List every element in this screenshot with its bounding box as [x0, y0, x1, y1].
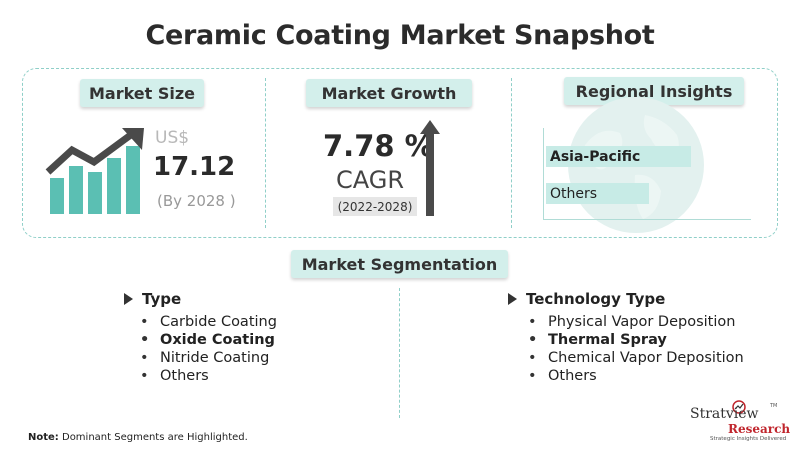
currency-label: US$	[155, 128, 190, 148]
logo-emblem-icon	[732, 400, 746, 414]
list-item-highlighted: Thermal Spray	[528, 331, 744, 349]
triangle-bullet-icon	[124, 293, 133, 305]
region-axis-line	[543, 128, 544, 220]
list-item-highlighted: Oxide Coating	[140, 331, 277, 349]
growth-bar-chart-icon	[45, 128, 144, 214]
list-item: Chemical Vapor Deposition	[528, 349, 744, 367]
market-size-year: (By 2028 )	[157, 192, 236, 210]
region-bar-asia-pacific: Asia-Pacific	[546, 146, 691, 167]
note-label: Note:	[28, 432, 59, 443]
segmentation-divider	[399, 288, 400, 418]
technology-type-list: Physical Vapor Deposition Thermal Spray …	[528, 313, 744, 385]
market-size-pill: Market Size	[80, 79, 204, 107]
list-item: Carbide Coating	[140, 313, 277, 331]
up-arrow-icon	[420, 120, 440, 216]
market-size-value: 17.12	[153, 152, 236, 182]
footnote: Note: Dominant Segments are Highlighted.	[28, 432, 248, 443]
logo-subtitle: Research	[728, 422, 791, 436]
growth-period: (2022-2028)	[333, 197, 417, 216]
panel-divider-1	[265, 78, 266, 228]
type-heading: Type	[124, 290, 181, 308]
region-bar-others: Others	[546, 183, 649, 204]
market-growth-pill: Market Growth	[306, 79, 472, 107]
market-segmentation-pill: Market Segmentation	[291, 250, 508, 278]
list-item: Others	[140, 367, 277, 385]
type-list: Carbide Coating Oxide Coating Nitride Co…	[140, 313, 277, 385]
growth-rate-value: 7.78 %	[323, 129, 434, 163]
list-item: Nitride Coating	[140, 349, 277, 367]
technology-type-heading: Technology Type	[508, 290, 665, 308]
panel-divider-2	[511, 78, 512, 228]
logo-tagline: Strategic Insights Delivered	[710, 436, 787, 442]
type-heading-label: Type	[142, 290, 182, 308]
logo-tm: TM	[770, 403, 778, 409]
list-item: Others	[528, 367, 744, 385]
note-text: Dominant Segments are Highlighted.	[58, 432, 248, 443]
page-title: Ceramic Coating Market Snapshot	[145, 20, 655, 51]
logo-name: Stratview	[690, 406, 759, 422]
triangle-bullet-icon	[508, 293, 517, 305]
technology-type-heading-label: Technology Type	[526, 290, 666, 308]
stratview-logo: Stratview TM Research Strategic Insights…	[690, 400, 790, 445]
region-baseline	[543, 219, 751, 220]
top-summary-panel	[22, 68, 778, 238]
list-item: Physical Vapor Deposition	[528, 313, 744, 331]
cagr-label: CAGR	[336, 166, 405, 194]
